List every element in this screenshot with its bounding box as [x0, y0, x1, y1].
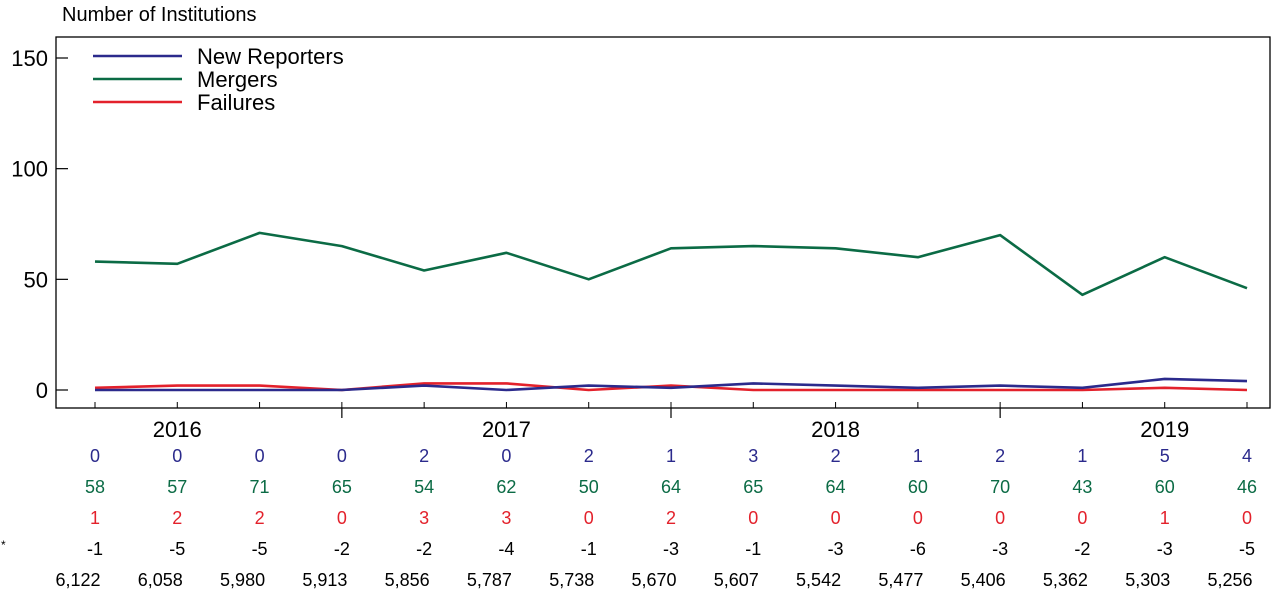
table-cell-new: 0 [172, 446, 182, 466]
table-cell-other: -5 [252, 539, 268, 559]
table-cell-mergers: 54 [414, 477, 434, 497]
table-cell-mergers: 57 [167, 477, 187, 497]
y-tick-label: 150 [11, 46, 48, 71]
table-cell-other: -3 [828, 539, 844, 559]
table-cell-other: -1 [581, 539, 597, 559]
table-cell-failures: 0 [337, 508, 347, 528]
table-cell-new: 1 [1077, 446, 1087, 466]
plot-frame [55, 36, 1271, 409]
table-cell-mergers: 50 [579, 477, 599, 497]
table-cell-mergers: 46 [1237, 477, 1257, 497]
table-cell-other: -3 [1157, 539, 1173, 559]
table-cell-mergers: 65 [332, 477, 352, 497]
x-year-label: 2018 [811, 417, 860, 442]
table-cell-total: 5,542 [796, 570, 841, 590]
legend-label-new-reporters: New Reporters [197, 44, 344, 69]
legend-label-mergers: Mergers [197, 67, 278, 92]
table-cell-total: 6,058 [138, 570, 183, 590]
table-cell-mergers: 71 [250, 477, 270, 497]
x-year-label: 2017 [482, 417, 531, 442]
series-line-mergers [94, 231, 1248, 297]
table-cell-other: -2 [334, 539, 350, 559]
table-cell-failures: 0 [913, 508, 923, 528]
table-cell-new: 1 [913, 446, 923, 466]
table-cell-failures: 0 [1077, 508, 1087, 528]
table-cell-failures: 2 [172, 508, 182, 528]
table-cell-total: 5,406 [961, 570, 1006, 590]
table-cell-new: 2 [831, 446, 841, 466]
table-cell-failures: 3 [501, 508, 511, 528]
table-cell-mergers: 62 [496, 477, 516, 497]
table-row-marker: * [1, 538, 6, 552]
table-cell-total: 5,980 [220, 570, 265, 590]
table-cell-other: -1 [745, 539, 761, 559]
table-cell-new: 0 [337, 446, 347, 466]
y-tick-label: 0 [36, 378, 48, 403]
table-cell-total: 5,913 [302, 570, 347, 590]
table-cell-new: 0 [501, 446, 511, 466]
legend-label-failures: Failures [197, 90, 275, 115]
table-cell-other: -5 [169, 539, 185, 559]
table-cell-total: 5,256 [1207, 570, 1252, 590]
table-cell-new: 2 [584, 446, 594, 466]
table-cell-other: -3 [663, 539, 679, 559]
series-line-new-reporters [95, 377, 1248, 392]
y-axis-title: Number of Institutions [62, 4, 257, 26]
table-cell-new: 5 [1160, 446, 1170, 466]
table-cell-new: 0 [90, 446, 100, 466]
table-cell-total: 5,787 [467, 570, 512, 590]
table-cell-new: 1 [666, 446, 676, 466]
table-cell-other: -2 [416, 539, 432, 559]
y-tick-label: 100 [11, 157, 48, 182]
table-cell-other: -4 [498, 539, 514, 559]
table-cell-failures: 3 [419, 508, 429, 528]
table-cell-mergers: 60 [1155, 477, 1175, 497]
series-line-failures [94, 382, 1248, 392]
table-cell-new: 2 [995, 446, 1005, 466]
x-year-label: 2019 [1140, 417, 1189, 442]
table-cell-mergers: 64 [826, 477, 846, 497]
table-cell-other: -1 [87, 539, 103, 559]
table-cell-failures: 2 [255, 508, 265, 528]
table-cell-total: 5,303 [1125, 570, 1170, 590]
table-cell-total: 5,856 [385, 570, 430, 590]
table-cell-mergers: 65 [743, 477, 763, 497]
table-cell-other: -3 [992, 539, 1008, 559]
table-cell-failures: 0 [748, 508, 758, 528]
table-cell-failures: 0 [584, 508, 594, 528]
table-cell-total: 6,122 [55, 570, 100, 590]
table-cell-failures: 0 [995, 508, 1005, 528]
table-cell-total: 5,738 [549, 570, 594, 590]
table-cell-total: 5,477 [878, 570, 923, 590]
y-tick-label: 50 [24, 267, 48, 292]
table-cell-other: -5 [1239, 539, 1255, 559]
table-cell-new: 0 [255, 446, 265, 466]
table-cell-other: -6 [910, 539, 926, 559]
table-cell-failures: 0 [1242, 508, 1252, 528]
x-year-label: 2016 [153, 417, 202, 442]
table-cell-mergers: 43 [1072, 477, 1092, 497]
table-cell-failures: 0 [831, 508, 841, 528]
table-cell-failures: 2 [666, 508, 676, 528]
table-cell-failures: 1 [1160, 508, 1170, 528]
table-cell-new: 3 [748, 446, 758, 466]
table-cell-mergers: 58 [85, 477, 105, 497]
table-cell-mergers: 70 [990, 477, 1010, 497]
table-cell-mergers: 64 [661, 477, 681, 497]
table-cell-total: 5,362 [1043, 570, 1088, 590]
table-cell-other: -2 [1074, 539, 1090, 559]
table-cell-failures: 1 [90, 508, 100, 528]
table-cell-new: 2 [419, 446, 429, 466]
table-cell-mergers: 60 [908, 477, 928, 497]
table-cell-new: 4 [1242, 446, 1252, 466]
table-cell-total: 5,607 [714, 570, 759, 590]
table-cell-total: 5,670 [631, 570, 676, 590]
